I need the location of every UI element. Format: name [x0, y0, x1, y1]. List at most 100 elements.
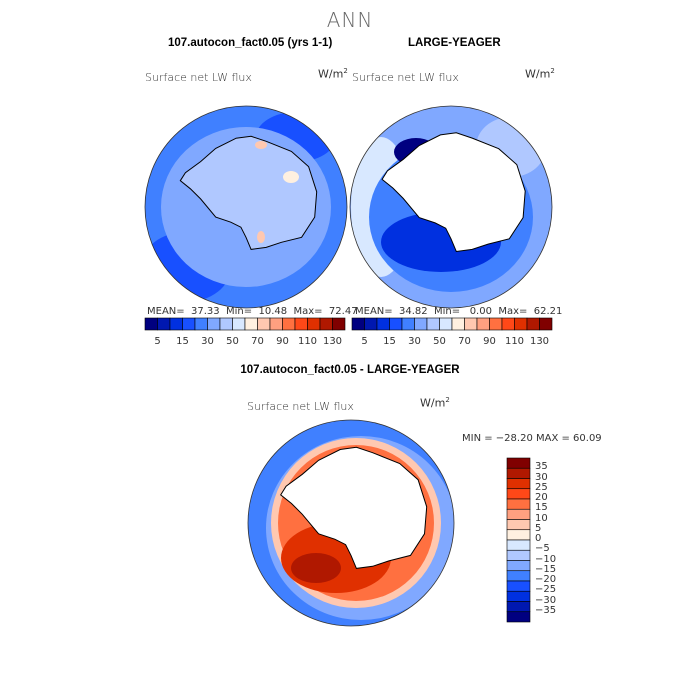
- colorbar-label: 35: [535, 461, 548, 473]
- colorbar-box: [307, 317, 321, 331]
- colorbar-box: [332, 317, 346, 331]
- colorbar-label: 50: [433, 336, 446, 347]
- colorbar-box: [364, 317, 378, 331]
- colorbar-box: [376, 317, 390, 331]
- colorbar-label: 5: [361, 336, 368, 347]
- colorbar-box: [401, 317, 415, 331]
- panel1-title: 107.autocon_fact0.05 (yrs 1-1): [168, 37, 333, 49]
- map-model: [144, 105, 348, 309]
- panel3-subtitle: Surface net LW flux: [247, 400, 354, 413]
- colorbar-box: [219, 317, 233, 331]
- colorbar-box: [464, 317, 478, 331]
- colorbar-label: −5: [535, 543, 550, 555]
- colorbar-box: [389, 317, 403, 331]
- colorbar-label: 30: [408, 336, 421, 347]
- antarctica-mask: [280, 446, 428, 569]
- colorbar-label: 110: [297, 336, 318, 347]
- colorbar-box: [506, 457, 531, 469]
- colorbar-box: [506, 539, 531, 551]
- panel1-stats: MEAN= 37.33 Min= 10.48 Max= 72.47: [147, 306, 358, 317]
- panel2-stats: MEAN= 34.82 Min= 0.00 Max= 62.21: [355, 306, 563, 317]
- colorbar-label: −15: [535, 563, 557, 575]
- colorbar-label: 15: [176, 336, 189, 347]
- colorbar-box: [169, 317, 183, 331]
- figure-title: ANN: [326, 8, 374, 32]
- colorbar-label: 50: [226, 336, 239, 347]
- colorbar-label: −10: [535, 553, 557, 565]
- panel2-units: W/m2: [525, 67, 555, 81]
- panel2-subtitle: Surface net LW flux: [352, 71, 459, 84]
- colorbar-box: [426, 317, 440, 331]
- colorbar-box: [526, 317, 540, 331]
- panel2-title: LARGE-YEAGER: [408, 37, 501, 49]
- colorbar-box: [501, 317, 515, 331]
- colorbar-label: 70: [251, 336, 264, 347]
- colorbar-box: [451, 317, 465, 331]
- colorbar-diff: [506, 457, 531, 623]
- panel3-title: 107.autocon_fact0.05 - LARGE-YEAGER: [240, 364, 460, 376]
- colorbar-box: [506, 488, 531, 500]
- antarctica-field: [180, 136, 317, 250]
- map-border: [349, 105, 553, 309]
- colorbar-label: 30: [535, 471, 548, 483]
- colorbar-box: [182, 317, 196, 331]
- colorbar-label: 30: [201, 336, 214, 347]
- colorbar-label: −20: [535, 574, 557, 585]
- colorbar-label: −30: [535, 594, 557, 606]
- colorbar-label: 130: [322, 336, 343, 347]
- colorbar-label: 0: [535, 533, 542, 544]
- colorbar-box: [257, 317, 271, 331]
- colorbar-box: [207, 317, 221, 331]
- colorbar-box: [269, 317, 283, 331]
- map-border: [144, 105, 348, 309]
- colorbar-label: −35: [535, 604, 557, 616]
- colorbar-box: [351, 317, 365, 331]
- colorbar-box: [506, 570, 531, 582]
- colorbar-label: 70: [458, 336, 471, 347]
- colorbar-box: [506, 549, 531, 561]
- map-border: [247, 419, 455, 627]
- colorbar-label: 5: [535, 522, 542, 534]
- field-region: [257, 231, 265, 243]
- colorbar-label: 90: [276, 336, 289, 347]
- antarctica-mask: [381, 132, 526, 253]
- colorbar-box: [232, 317, 246, 331]
- colorbar-label: 15: [383, 336, 396, 347]
- colorbar-box: [294, 317, 308, 331]
- colorbar-label: 25: [535, 481, 548, 493]
- colorbar-box: [506, 519, 531, 531]
- colorbar-box: [244, 317, 258, 331]
- colorbar-box: [506, 498, 531, 510]
- map-diff: [247, 419, 455, 627]
- panel1-units: W/m2: [318, 67, 348, 81]
- colorbar-obs: [351, 317, 553, 331]
- colorbar-box: [506, 590, 531, 602]
- colorbar-label: 110: [504, 336, 525, 347]
- colorbar-box: [414, 317, 428, 331]
- colorbar-box: [506, 478, 531, 490]
- colorbar-label: 5: [154, 336, 161, 347]
- colorbar-label: −25: [535, 584, 557, 596]
- colorbar-box: [319, 317, 333, 331]
- colorbar-label: 20: [535, 492, 548, 503]
- colorbar-box: [476, 317, 490, 331]
- colorbar-box: [144, 317, 158, 331]
- field-region: [291, 553, 341, 583]
- colorbar-label: 15: [535, 502, 548, 514]
- colorbar-label: 90: [483, 336, 496, 347]
- colorbar-box: [506, 560, 531, 572]
- colorbar-box: [157, 317, 171, 331]
- panel3-minmax: MIN = −28.20 MAX = 60.09: [462, 433, 602, 444]
- colorbar-box: [514, 317, 528, 331]
- colorbar-label: 130: [529, 336, 550, 347]
- colorbar-box: [439, 317, 453, 331]
- colorbar-box: [506, 601, 531, 613]
- map-obs: [349, 105, 553, 309]
- colorbar-box: [489, 317, 503, 331]
- panel1-subtitle: Surface net LW flux: [145, 71, 252, 84]
- colorbar-box: [506, 508, 531, 520]
- colorbar-box: [194, 317, 208, 331]
- colorbar-label: 10: [535, 512, 548, 524]
